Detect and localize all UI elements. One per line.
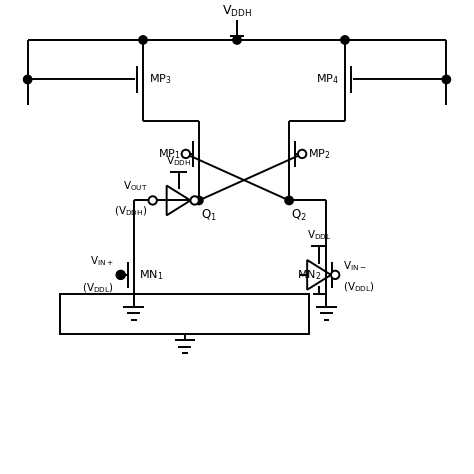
- Text: $\rm MP_3$: $\rm MP_3$: [149, 73, 171, 86]
- Circle shape: [139, 36, 147, 44]
- Circle shape: [285, 196, 293, 205]
- Text: $\rm V_{OUT}$: $\rm V_{OUT}$: [123, 180, 147, 193]
- Text: $\rm (V_{DDH})$: $\rm (V_{DDH})$: [114, 204, 147, 218]
- Text: $\rm (V_{DDL})$: $\rm (V_{DDL})$: [82, 282, 114, 295]
- Circle shape: [331, 271, 339, 279]
- Text: $\rm V_{DDH}$: $\rm V_{DDH}$: [166, 154, 191, 168]
- Text: $\rm (V_{DDL})$: $\rm (V_{DDL})$: [343, 281, 374, 294]
- Circle shape: [23, 75, 32, 84]
- Text: $\rm V_{DDL}$: $\rm V_{DDL}$: [307, 228, 331, 242]
- Circle shape: [148, 196, 157, 205]
- Text: $\rm V_{IN+}$: $\rm V_{IN+}$: [90, 254, 114, 268]
- Text: $\rm V_{IN-}$: $\rm V_{IN-}$: [343, 259, 366, 273]
- Circle shape: [341, 36, 349, 44]
- Text: $\rm MP_1$: $\rm MP_1$: [157, 147, 180, 161]
- Text: $\rm V_{DDH}$: $\rm V_{DDH}$: [222, 4, 252, 19]
- Circle shape: [117, 271, 125, 279]
- Text: $\rm Q_2$: $\rm Q_2$: [292, 208, 307, 222]
- Circle shape: [191, 196, 199, 205]
- Circle shape: [233, 36, 241, 44]
- Circle shape: [442, 75, 451, 84]
- Circle shape: [298, 150, 306, 158]
- Text: $\rm MP_2$: $\rm MP_2$: [308, 147, 330, 161]
- Text: $\rm MN_1$: $\rm MN_1$: [139, 268, 164, 282]
- Text: $\rm MP_4$: $\rm MP_4$: [317, 73, 339, 86]
- Circle shape: [182, 150, 190, 158]
- Text: $\rm MN_2$: $\rm MN_2$: [297, 268, 321, 282]
- Text: $\rm Q_1$: $\rm Q_1$: [201, 208, 217, 222]
- Circle shape: [195, 196, 203, 205]
- Circle shape: [117, 271, 125, 279]
